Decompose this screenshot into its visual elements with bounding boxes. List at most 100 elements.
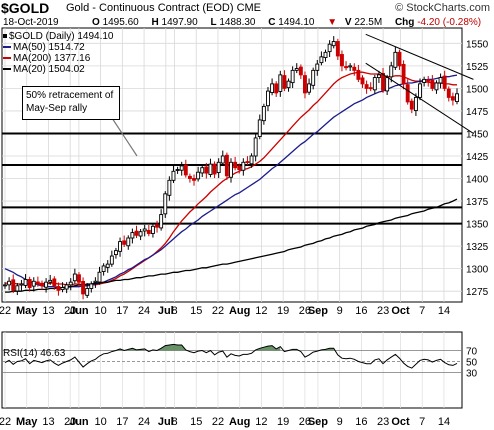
candle-body bbox=[155, 224, 159, 228]
candle-body bbox=[323, 51, 328, 59]
candle-body bbox=[401, 63, 406, 85]
rsi-x-tick-label: May bbox=[16, 416, 38, 428]
candle-body bbox=[430, 80, 435, 89]
candle-body bbox=[413, 96, 418, 112]
candle-body bbox=[335, 41, 340, 57]
change-value: Chg -4.20 (-0.28%) bbox=[394, 17, 482, 28]
x-tick-label: May bbox=[16, 305, 38, 317]
y-tick-label: 1475 bbox=[466, 107, 489, 118]
x-tick-label: 14 bbox=[438, 305, 450, 317]
quote-date: 18-Oct-2019 bbox=[3, 17, 59, 28]
chart-header: $GOLD Gold - Continuous Contract (EOD) C… bbox=[0, 0, 494, 28]
candle-body bbox=[118, 241, 123, 252]
rsi-x-tick-label: 12 bbox=[255, 416, 267, 428]
candle-body bbox=[163, 193, 168, 215]
candle-body bbox=[331, 41, 336, 47]
candle-body bbox=[52, 278, 57, 287]
candle-body bbox=[89, 283, 94, 289]
candle-body bbox=[389, 65, 394, 78]
candle-body bbox=[35, 281, 40, 285]
candle-body bbox=[368, 87, 373, 90]
x-tick-label: 15 bbox=[190, 305, 202, 317]
candle-body bbox=[381, 72, 385, 91]
rsi-x-tick-label: 8 bbox=[171, 416, 177, 428]
candle-body bbox=[249, 155, 254, 165]
rsi-x-tick-label: 16 bbox=[355, 416, 367, 428]
candle-body bbox=[327, 43, 332, 53]
candle-body bbox=[40, 282, 44, 287]
candle-body bbox=[130, 232, 135, 239]
brand-label: © StockCharts.com bbox=[395, 2, 490, 14]
y-tick-label: 1375 bbox=[466, 197, 489, 208]
candle-body bbox=[200, 167, 205, 174]
candle-body bbox=[450, 96, 455, 101]
candle-body bbox=[187, 175, 192, 179]
rsi-x-tick-label: 15 bbox=[190, 416, 202, 428]
rsi-x-tick-label: Aug bbox=[229, 416, 250, 428]
candle-body bbox=[72, 273, 77, 282]
candle-body bbox=[44, 281, 49, 288]
candle-body bbox=[356, 69, 361, 80]
y-tick-label: 1400 bbox=[466, 175, 489, 186]
x-tick-label: Sep bbox=[308, 305, 328, 317]
x-tick-label: 7 bbox=[419, 305, 425, 317]
rsi-panel bbox=[1, 331, 463, 409]
candle-body bbox=[233, 161, 238, 169]
ma50-line bbox=[4, 74, 458, 289]
candle-body bbox=[286, 80, 291, 89]
candle-body bbox=[261, 105, 266, 122]
rsi-x-tick-label: 9 bbox=[337, 416, 343, 428]
y-tick-label: 1275 bbox=[466, 287, 489, 298]
close-value: C 1494.10 bbox=[268, 17, 315, 28]
y-tick-label: 1350 bbox=[466, 220, 489, 231]
x-tick-label: 13 bbox=[42, 305, 54, 317]
legend-ma20: MA(20) 1504.02 bbox=[3, 64, 85, 75]
y-tick-label: 1550 bbox=[466, 39, 489, 50]
candle-body bbox=[266, 90, 270, 107]
candle-body bbox=[7, 280, 12, 286]
open-value: O 1495.60 bbox=[92, 17, 139, 28]
x-tick-label: 22 bbox=[0, 305, 11, 317]
y-tick-label: 1300 bbox=[466, 265, 489, 276]
y-tick-label: 1500 bbox=[466, 84, 489, 95]
instrument-name: Gold - Continuous Contract (EOD) CME bbox=[66, 2, 262, 14]
candle-body bbox=[68, 281, 73, 286]
candle-body bbox=[241, 161, 246, 171]
rsi-x-tick-label: 7 bbox=[419, 416, 425, 428]
x-tick-label: 9 bbox=[337, 305, 343, 317]
legend-ma50: MA(50) 1514.72 bbox=[3, 42, 85, 53]
candle-body bbox=[167, 179, 172, 196]
candle-body bbox=[348, 65, 353, 68]
down-triangle-icon: ▼ bbox=[327, 17, 338, 28]
y-tick-label: 1325 bbox=[466, 242, 489, 253]
candle-body bbox=[455, 93, 459, 102]
candle-body bbox=[360, 77, 365, 85]
annotation-pointer-line bbox=[111, 117, 138, 157]
rsi-x-tick-label: 26 bbox=[299, 416, 311, 428]
rsi-x-tick-label: Oct bbox=[391, 416, 410, 428]
candle-body bbox=[113, 250, 118, 256]
x-tick-label: Aug bbox=[229, 305, 250, 317]
candle-body bbox=[315, 63, 320, 71]
channel-upper-line bbox=[365, 33, 474, 80]
rsi-x-tick-label: 20 bbox=[64, 416, 76, 428]
rsi-legend: RSI(14) 46.63 bbox=[3, 348, 66, 359]
candle-body bbox=[352, 66, 357, 71]
price-panel bbox=[1, 27, 474, 303]
candle-body bbox=[175, 169, 180, 171]
rsi-x-tick-label: 10 bbox=[94, 416, 106, 428]
x-tick-label: 22 bbox=[212, 305, 224, 317]
rsi-x-tick-label: 22 bbox=[0, 416, 11, 428]
candle-body bbox=[434, 82, 439, 91]
candle-body bbox=[126, 237, 131, 247]
candle-body bbox=[339, 54, 344, 67]
x-tick-label: 19 bbox=[277, 305, 289, 317]
rsi-x-tick-label: Jul bbox=[158, 416, 174, 428]
candle-body bbox=[422, 78, 427, 83]
candle-body bbox=[438, 77, 443, 84]
candle-body bbox=[15, 285, 20, 292]
candle-body bbox=[385, 77, 390, 92]
candle-body bbox=[56, 286, 61, 291]
rsi-tick-label: 30 bbox=[466, 369, 478, 380]
